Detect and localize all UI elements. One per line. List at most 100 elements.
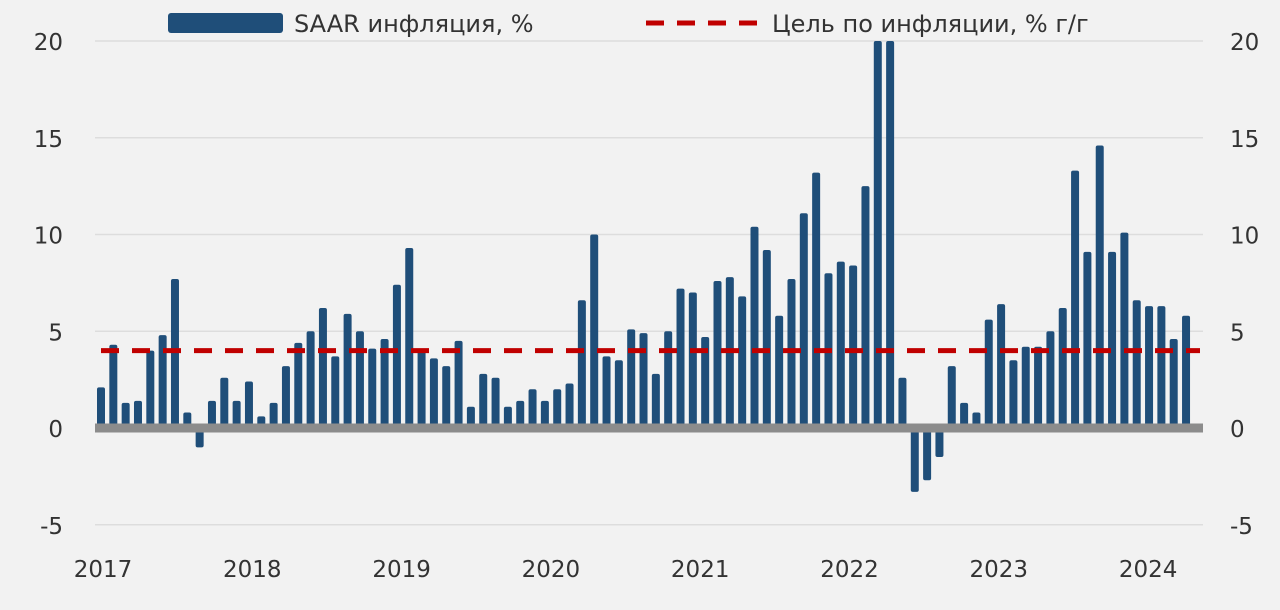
bar-61 <box>849 265 858 428</box>
bar-62 <box>861 186 870 428</box>
bar-75 <box>1021 346 1030 428</box>
bar-21 <box>355 331 364 428</box>
bar-79 <box>1071 170 1080 428</box>
bar-72 <box>984 319 993 428</box>
bar-38 <box>565 383 574 428</box>
bar-67 <box>923 428 932 481</box>
bar-53 <box>750 226 759 428</box>
y-tick-left: 5 <box>48 320 63 346</box>
bar-78 <box>1058 308 1067 428</box>
bar-56 <box>787 279 796 428</box>
bar-68 <box>935 428 944 458</box>
bar-0 <box>97 387 105 428</box>
bar-60 <box>836 261 845 428</box>
bar-18 <box>318 308 327 428</box>
bar-26 <box>417 350 426 428</box>
bar-65 <box>898 377 907 428</box>
bar-73 <box>997 304 1006 428</box>
bar-34 <box>516 400 525 428</box>
bar-85 <box>1145 306 1154 428</box>
bar-40 <box>590 234 599 428</box>
x-tick-label: 2020 <box>522 557 581 583</box>
bar-43 <box>627 329 636 428</box>
bar-1 <box>109 344 118 428</box>
bar-58 <box>812 172 821 428</box>
x-tick-label: 2023 <box>970 557 1029 583</box>
bar-37 <box>553 389 562 428</box>
bar-5 <box>158 335 167 428</box>
bar-11 <box>232 400 241 428</box>
y-tick-left: 0 <box>48 417 63 443</box>
bars-group <box>97 41 1191 492</box>
bar-87 <box>1169 338 1178 428</box>
bar-64 <box>886 41 895 428</box>
bar-49 <box>701 337 710 428</box>
bar-63 <box>873 41 882 428</box>
bar-44 <box>639 333 648 428</box>
y-tick-right: -5 <box>1230 514 1253 540</box>
bar-47 <box>676 288 685 428</box>
bar-2 <box>121 402 130 428</box>
bar-48 <box>688 292 697 428</box>
y-tick-right: 10 <box>1230 224 1259 250</box>
bar-35 <box>528 389 537 428</box>
bar-83 <box>1120 232 1129 428</box>
y-tick-left: 15 <box>34 127 63 153</box>
bar-9 <box>207 400 216 428</box>
bar-12 <box>244 381 253 428</box>
y-tick-right: 5 <box>1230 320 1245 346</box>
bar-80 <box>1083 251 1092 428</box>
legend-swatch-saar <box>168 13 283 33</box>
grid-lines <box>95 40 1203 526</box>
bar-42 <box>614 360 623 428</box>
y-tick-right: 0 <box>1230 417 1245 443</box>
y-axis-right: -5 0 5 10 15 20 <box>1230 30 1259 540</box>
bar-46 <box>664 331 673 428</box>
bar-16 <box>294 342 303 428</box>
legend-label-saar: SAAR инфляция, % <box>294 10 534 38</box>
bar-28 <box>442 366 451 428</box>
bar-15 <box>281 366 290 428</box>
bar-19 <box>331 356 340 428</box>
bar-76 <box>1034 346 1043 428</box>
bar-25 <box>405 248 414 428</box>
bar-50 <box>713 280 722 428</box>
bar-3 <box>133 400 142 428</box>
bar-54 <box>762 249 771 428</box>
x-tick-label: 2024 <box>1119 557 1178 583</box>
bar-8 <box>195 428 204 448</box>
bar-31 <box>479 373 488 428</box>
bar-84 <box>1132 300 1141 428</box>
y-tick-right: 20 <box>1230 30 1259 56</box>
bar-86 <box>1157 306 1166 428</box>
bar-10 <box>220 377 229 428</box>
y-tick-left: 20 <box>34 30 63 56</box>
bar-77 <box>1046 331 1055 428</box>
bar-57 <box>799 213 808 428</box>
bar-23 <box>380 338 389 428</box>
bar-17 <box>306 331 315 428</box>
bar-41 <box>602 356 611 428</box>
bar-4 <box>146 350 155 428</box>
bar-66 <box>910 428 919 492</box>
y-tick-right: 15 <box>1230 127 1259 153</box>
bar-27 <box>429 358 438 428</box>
x-tick-label: 2018 <box>223 557 282 583</box>
x-tick-label: 2021 <box>671 557 730 583</box>
bar-6 <box>170 279 179 428</box>
bar-55 <box>775 315 784 428</box>
bar-22 <box>368 348 377 428</box>
bar-45 <box>651 373 660 428</box>
y-tick-left: -5 <box>40 514 63 540</box>
y-tick-left: 10 <box>34 224 63 250</box>
bar-39 <box>577 300 586 428</box>
bar-36 <box>540 400 549 428</box>
y-axis-left: -5 0 5 10 15 20 <box>34 30 63 540</box>
x-axis: 2017 2018 2019 2020 2021 2022 2023 2024 <box>74 557 1178 583</box>
bar-81 <box>1095 145 1104 429</box>
legend-label-target: Цель по инфляции, % г/г <box>772 10 1089 38</box>
bar-30 <box>466 406 475 428</box>
bar-74 <box>1009 360 1018 428</box>
bar-82 <box>1108 251 1117 428</box>
